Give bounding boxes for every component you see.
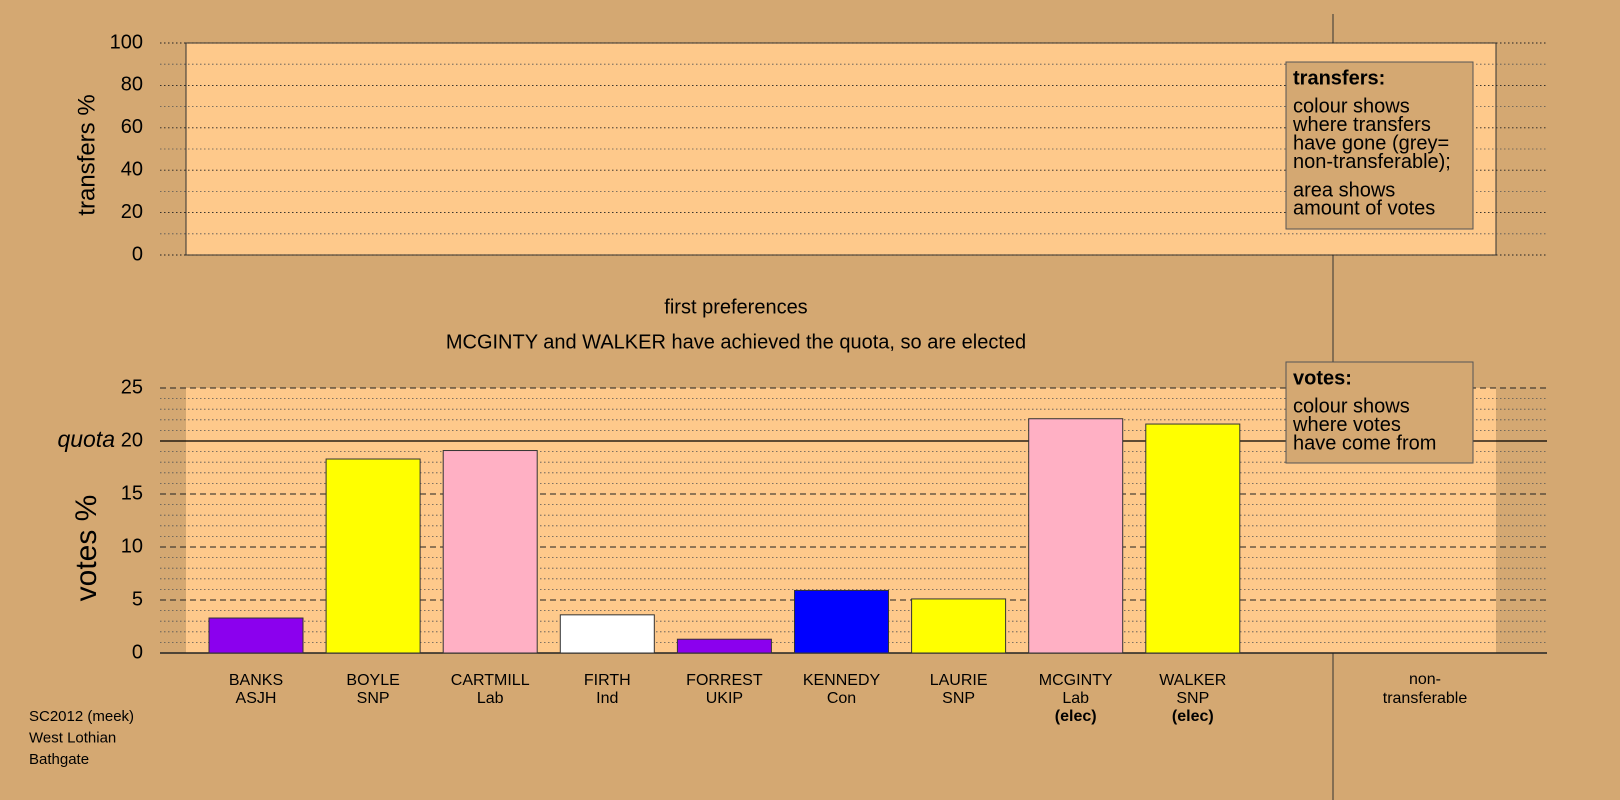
- x-tick-label: FIRTH: [584, 672, 631, 689]
- bar: [1028, 418, 1124, 654]
- footer-text: Bathgate: [29, 751, 89, 768]
- party-label: Ind: [596, 690, 618, 707]
- party-label: ASJH: [236, 690, 277, 707]
- legend-text: non-transferable);: [1293, 151, 1451, 173]
- legend-text: colour shows: [1293, 395, 1410, 417]
- footer-text: West Lothian: [29, 729, 116, 746]
- x-tick-label: transferable: [1383, 690, 1468, 707]
- legend-title: transfers:: [1293, 67, 1385, 89]
- y-axis-label: transfers %: [73, 94, 100, 215]
- bar: [325, 458, 421, 654]
- legend-text: have gone (grey=: [1293, 132, 1449, 154]
- legend-text: colour shows: [1293, 95, 1410, 117]
- y-tick-label: 20: [121, 201, 143, 223]
- x-tick-label: FORREST: [686, 672, 763, 689]
- y-tick-label: 80: [121, 74, 143, 96]
- y-tick-label: 0: [132, 243, 143, 265]
- legend-text: area shows: [1293, 179, 1395, 201]
- status-label: (elec): [1172, 708, 1214, 725]
- legend-box: [1285, 361, 1474, 464]
- chart-subtitle: MCGINTY and WALKER have achieved the quo…: [446, 331, 1026, 353]
- y-tick-label: 10: [121, 535, 143, 557]
- y-tick-label: 0: [132, 641, 143, 663]
- bar: [559, 614, 655, 654]
- x-tick-label: LAURIE: [930, 672, 988, 689]
- y-axis-label: votes %: [70, 495, 103, 602]
- footer-text: SC2012 (meek): [29, 708, 134, 725]
- bar: [676, 638, 772, 654]
- party-label: Con: [827, 690, 856, 707]
- legend-title: votes:: [1293, 367, 1352, 389]
- legend-text: amount of votes: [1293, 197, 1435, 219]
- x-tick-label: BOYLE: [346, 672, 399, 689]
- y-tick-label: 40: [121, 158, 143, 180]
- x-tick-label: BANKS: [229, 672, 283, 689]
- y-tick-label: 25: [121, 376, 143, 398]
- bar: [442, 450, 538, 654]
- bar: [911, 598, 1007, 654]
- y-tick-label: 5: [132, 588, 143, 610]
- x-tick-label: non-: [1409, 671, 1441, 688]
- y-tick-label: 15: [121, 482, 143, 504]
- bar: [1145, 423, 1241, 654]
- y-tick-label: 20: [121, 429, 143, 451]
- legend-text: where transfers: [1292, 114, 1431, 136]
- bar: [208, 617, 304, 654]
- party-label: SNP: [942, 690, 975, 707]
- legend-text: have come from: [1293, 432, 1436, 454]
- quota-label: quota: [57, 426, 115, 452]
- party-label: Lab: [1062, 690, 1089, 707]
- x-tick-label: CARTMILL: [451, 672, 530, 689]
- x-tick-label: KENNEDY: [803, 672, 881, 689]
- status-label: (elec): [1055, 708, 1097, 725]
- legend-text: where votes: [1292, 414, 1401, 436]
- chart-title: first preferences: [664, 296, 807, 318]
- party-label: Lab: [477, 690, 504, 707]
- y-tick-label: 100: [110, 31, 143, 53]
- party-label: SNP: [357, 690, 390, 707]
- x-tick-label: MCGINTY: [1039, 672, 1113, 689]
- legend-box: [1285, 61, 1474, 230]
- party-label: SNP: [1176, 690, 1209, 707]
- x-tick-label: WALKER: [1159, 672, 1226, 689]
- y-tick-label: 60: [121, 116, 143, 138]
- bar: [794, 589, 889, 654]
- party-label: UKIP: [706, 690, 743, 707]
